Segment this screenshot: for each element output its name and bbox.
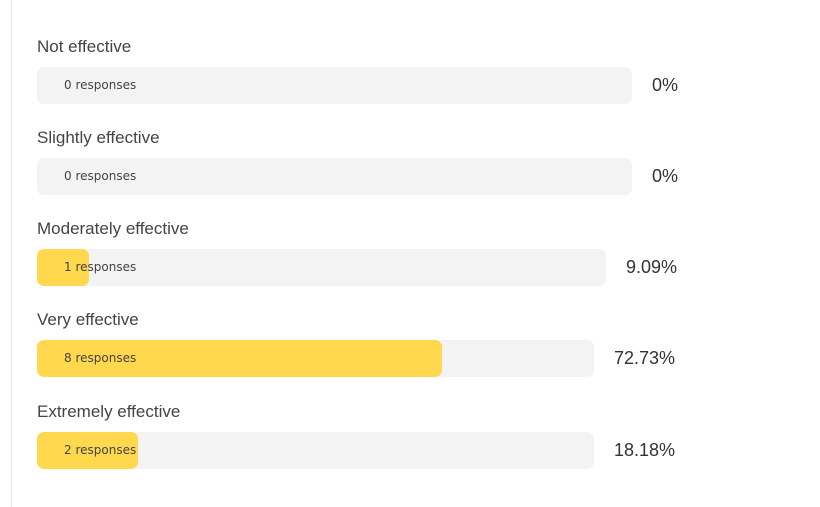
result-bar-track: 2 responses <box>37 432 594 469</box>
result-label: Extremely effective <box>37 402 181 421</box>
panel-left-border <box>11 0 12 507</box>
result-responses-count: 8 responses <box>64 351 137 365</box>
result-bar-track: 0 responses <box>37 67 632 104</box>
result-row-not-effective: Not effective 0 responses 0% <box>37 37 697 117</box>
result-bar-track: 8 responses <box>37 340 594 377</box>
result-row-very-effective: Very effective 8 responses 72.73% <box>37 310 697 390</box>
result-responses-count: 2 responses <box>64 443 137 457</box>
result-percent: 0% <box>652 75 679 95</box>
result-bar-fill <box>37 340 443 377</box>
result-responses-count: 0 responses <box>64 169 137 183</box>
result-bar-track: 0 responses <box>37 158 632 195</box>
result-label: Not effective <box>37 37 132 56</box>
result-percent: 0% <box>652 166 679 186</box>
result-label: Very effective <box>37 310 139 329</box>
result-percent: 9.09% <box>626 257 678 277</box>
result-responses-count: 1 responses <box>64 260 137 274</box>
result-responses-count: 0 responses <box>64 78 137 92</box>
result-label: Slightly effective <box>37 128 160 147</box>
result-row-moderately-effective: Moderately effective 1 responses 9.09% <box>37 219 697 299</box>
result-row-extremely-effective: Extremely effective 2 responses 18.18% <box>37 402 697 482</box>
result-row-slightly-effective: Slightly effective 0 responses 0% <box>37 128 697 208</box>
result-percent: 18.18% <box>614 440 676 460</box>
result-bar-fill <box>37 249 89 286</box>
result-label: Moderately effective <box>37 219 189 238</box>
result-percent: 72.73% <box>614 348 676 368</box>
result-bar-track: 1 responses <box>37 249 606 286</box>
result-bar-fill <box>37 432 139 469</box>
